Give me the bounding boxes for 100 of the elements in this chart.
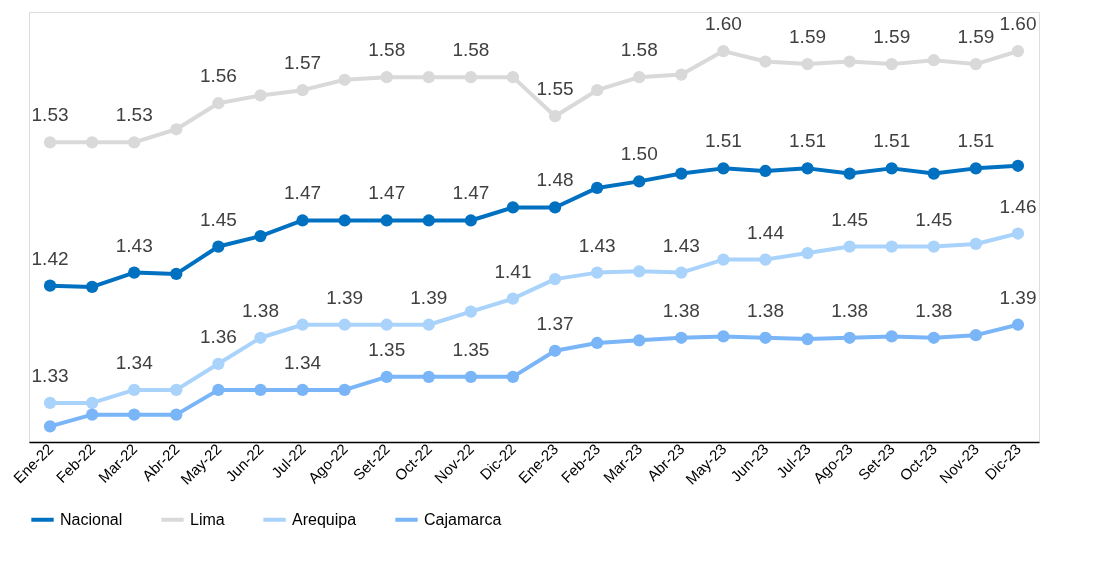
data-label: 1.59 bbox=[957, 26, 995, 48]
point bbox=[885, 330, 898, 343]
point bbox=[843, 167, 856, 180]
point bbox=[969, 58, 982, 71]
point bbox=[801, 332, 814, 346]
data-label: 1.58 bbox=[452, 39, 490, 61]
data-label: 1.53 bbox=[115, 104, 153, 126]
point bbox=[843, 331, 856, 344]
point bbox=[422, 318, 435, 331]
point bbox=[591, 84, 604, 97]
data-label: 1.35 bbox=[452, 338, 490, 360]
data-label: 1.45 bbox=[831, 208, 869, 230]
point bbox=[296, 84, 309, 97]
point bbox=[338, 318, 351, 331]
point bbox=[717, 253, 730, 266]
point bbox=[717, 330, 730, 343]
data-label: 1.55 bbox=[536, 78, 574, 100]
data-label: 1.43 bbox=[662, 234, 700, 256]
point bbox=[422, 214, 435, 227]
point bbox=[759, 164, 772, 178]
point bbox=[1011, 159, 1025, 172]
point bbox=[296, 318, 309, 331]
data-label: 1.57 bbox=[284, 52, 322, 74]
point bbox=[380, 71, 393, 84]
point bbox=[548, 110, 562, 123]
point bbox=[843, 55, 856, 68]
point bbox=[801, 246, 814, 260]
data-label: 1.36 bbox=[199, 325, 237, 347]
point bbox=[212, 383, 225, 396]
point bbox=[254, 230, 267, 243]
data-label: 1.48 bbox=[536, 169, 574, 191]
point bbox=[86, 408, 99, 421]
data-label: 1.43 bbox=[578, 234, 616, 256]
point bbox=[885, 162, 898, 175]
point bbox=[506, 292, 520, 305]
data-label: 1.44 bbox=[746, 221, 785, 243]
point bbox=[338, 214, 351, 227]
data-label: 1.60 bbox=[999, 13, 1037, 35]
point bbox=[927, 54, 940, 67]
point bbox=[927, 240, 940, 253]
data-label: 1.38 bbox=[241, 299, 279, 321]
point bbox=[591, 266, 604, 279]
point bbox=[86, 136, 99, 149]
point bbox=[633, 265, 646, 278]
point bbox=[170, 383, 183, 396]
point bbox=[506, 71, 520, 84]
data-label: 1.38 bbox=[662, 299, 700, 321]
data-label: 1.38 bbox=[915, 299, 953, 321]
point bbox=[380, 370, 393, 383]
data-label: 1.39 bbox=[410, 286, 448, 308]
point bbox=[43, 136, 57, 149]
point bbox=[675, 68, 688, 81]
point bbox=[885, 240, 898, 253]
point bbox=[380, 318, 393, 331]
point bbox=[506, 201, 520, 214]
point bbox=[422, 71, 435, 84]
point bbox=[212, 240, 225, 253]
data-label: 1.41 bbox=[494, 260, 532, 282]
data-label: 1.58 bbox=[368, 39, 406, 61]
legend-label: Nacional bbox=[60, 510, 123, 528]
point bbox=[254, 383, 267, 396]
point bbox=[254, 89, 267, 102]
point bbox=[1011, 318, 1025, 331]
point bbox=[86, 396, 99, 410]
point bbox=[548, 344, 562, 357]
data-label: 1.38 bbox=[746, 299, 784, 321]
point bbox=[338, 383, 351, 396]
data-label: 1.50 bbox=[620, 143, 658, 165]
data-label: 1.59 bbox=[873, 26, 911, 48]
data-label: 1.51 bbox=[704, 130, 742, 152]
data-label: 1.47 bbox=[368, 182, 406, 204]
point bbox=[633, 71, 646, 84]
point bbox=[296, 214, 309, 227]
data-label: 1.47 bbox=[284, 182, 322, 204]
point bbox=[43, 279, 57, 292]
data-label: 1.34 bbox=[284, 351, 322, 373]
data-label: 1.35 bbox=[368, 338, 406, 360]
point bbox=[170, 408, 183, 421]
point bbox=[464, 214, 477, 227]
point bbox=[801, 162, 814, 175]
data-label: 1.34 bbox=[115, 351, 154, 373]
data-label: 1.56 bbox=[199, 65, 237, 87]
point bbox=[128, 136, 141, 149]
point bbox=[969, 329, 982, 342]
data-label: 1.51 bbox=[957, 130, 995, 152]
point bbox=[843, 240, 856, 253]
point bbox=[591, 336, 604, 350]
point bbox=[633, 175, 646, 188]
point bbox=[254, 331, 267, 344]
point bbox=[338, 73, 351, 86]
point bbox=[43, 396, 57, 410]
point bbox=[675, 331, 688, 344]
legend-label: Cajamarca bbox=[424, 510, 502, 528]
point bbox=[43, 420, 57, 433]
legend-label: Arequipa bbox=[292, 510, 357, 528]
point bbox=[128, 383, 141, 396]
point bbox=[927, 331, 940, 344]
point bbox=[675, 266, 688, 279]
data-label: 1.33 bbox=[31, 364, 69, 386]
point bbox=[717, 44, 730, 58]
